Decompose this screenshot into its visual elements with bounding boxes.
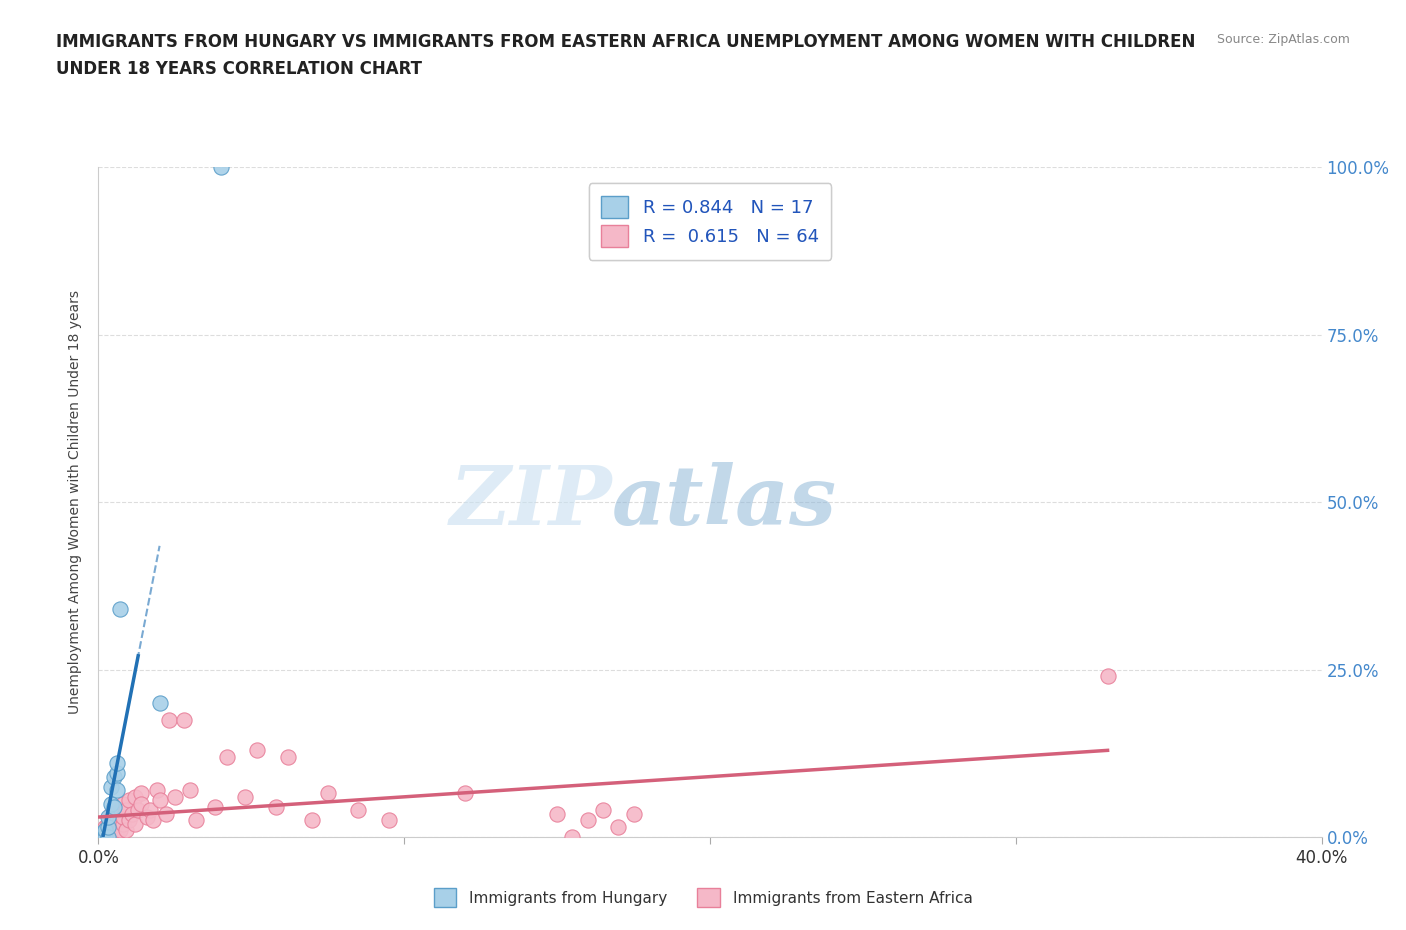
Point — [215, 750, 238, 764]
Point — [115, 823, 138, 838]
Point — [233, 790, 256, 804]
Point — [87, 830, 110, 844]
Point — [561, 830, 583, 844]
Point — [129, 796, 152, 811]
Point — [100, 796, 122, 811]
Text: IMMIGRANTS FROM HUNGARY VS IMMIGRANTS FROM EASTERN AFRICA UNEMPLOYMENT AMONG WOM: IMMIGRANTS FROM HUNGARY VS IMMIGRANTS FR… — [56, 33, 1195, 50]
Point — [576, 813, 599, 828]
Point — [105, 783, 128, 798]
Point — [301, 813, 323, 828]
Text: atlas: atlas — [612, 462, 838, 542]
Point — [103, 819, 125, 834]
Point — [136, 809, 159, 824]
Point — [139, 803, 162, 817]
Point — [103, 809, 125, 824]
Point — [87, 830, 110, 844]
Point — [118, 813, 141, 828]
Point — [90, 830, 112, 844]
Text: ZIP: ZIP — [450, 462, 612, 542]
Point — [87, 826, 110, 841]
Point — [118, 792, 141, 807]
Point — [246, 742, 269, 757]
Point — [173, 712, 195, 727]
Point — [93, 830, 115, 844]
Point — [127, 803, 149, 817]
Point — [149, 792, 172, 807]
Point — [93, 823, 115, 838]
Point — [100, 819, 122, 834]
Point — [121, 806, 143, 821]
Point — [105, 756, 128, 771]
Legend: Immigrants from Hungary, Immigrants from Eastern Africa: Immigrants from Hungary, Immigrants from… — [427, 883, 979, 913]
Point — [378, 813, 401, 828]
Point — [90, 826, 112, 841]
Point — [115, 803, 138, 817]
Point — [97, 823, 120, 838]
Point — [316, 786, 339, 801]
Point — [264, 800, 287, 815]
Point — [1097, 669, 1119, 684]
Point — [97, 819, 120, 834]
Point — [124, 817, 146, 831]
Point — [105, 766, 128, 781]
Point — [108, 803, 131, 817]
Point — [623, 806, 645, 821]
Point — [209, 160, 232, 175]
Point — [103, 800, 125, 815]
Point — [149, 696, 172, 711]
Y-axis label: Unemployment Among Women with Children Under 18 years: Unemployment Among Women with Children U… — [69, 290, 83, 714]
Point — [129, 786, 152, 801]
Point — [142, 813, 165, 828]
Point — [347, 803, 370, 817]
Point — [157, 712, 180, 727]
Point — [186, 813, 208, 828]
Point — [105, 813, 128, 828]
Point — [607, 819, 630, 834]
Point — [100, 806, 122, 821]
Point — [108, 813, 131, 828]
Point — [204, 800, 226, 815]
Point — [111, 817, 134, 831]
Point — [97, 809, 120, 824]
Point — [108, 823, 131, 838]
Point — [111, 796, 134, 811]
Point — [103, 769, 125, 784]
Point — [145, 783, 167, 798]
Text: UNDER 18 YEARS CORRELATION CHART: UNDER 18 YEARS CORRELATION CHART — [56, 60, 422, 78]
Point — [108, 602, 131, 617]
Point — [454, 786, 477, 801]
Point — [87, 830, 110, 844]
Text: Source: ZipAtlas.com: Source: ZipAtlas.com — [1216, 33, 1350, 46]
Point — [105, 830, 128, 844]
Point — [155, 806, 177, 821]
Point — [100, 830, 122, 844]
Point — [93, 824, 115, 839]
Point — [93, 819, 115, 834]
Point — [546, 806, 568, 821]
Point — [97, 830, 120, 844]
Point — [100, 779, 122, 794]
Legend: R = 0.844   N = 17, R =  0.615   N = 64: R = 0.844 N = 17, R = 0.615 N = 64 — [589, 183, 831, 259]
Point — [277, 750, 299, 764]
Point — [592, 803, 614, 817]
Point — [103, 830, 125, 844]
Point — [179, 783, 201, 798]
Point — [93, 830, 115, 844]
Point — [97, 830, 120, 844]
Point — [124, 790, 146, 804]
Point — [100, 813, 122, 828]
Point — [163, 790, 186, 804]
Point — [97, 817, 120, 831]
Point — [111, 809, 134, 824]
